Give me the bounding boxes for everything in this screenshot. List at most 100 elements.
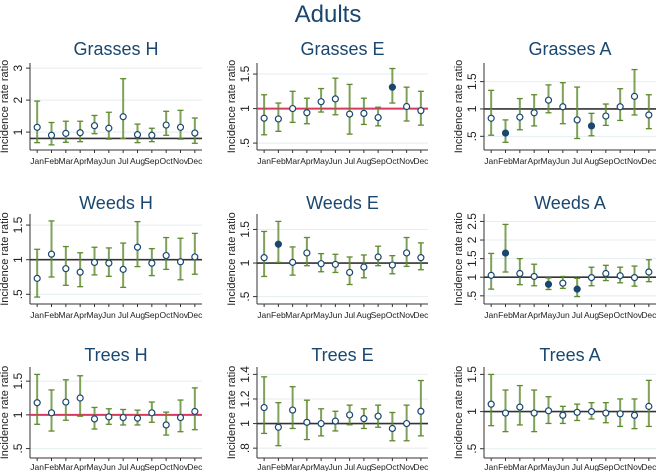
x-tick-label: May xyxy=(86,462,103,471)
x-tick-label: Jun xyxy=(556,156,570,166)
x-tick-label: Oct xyxy=(160,462,174,471)
x-tick-label: Aug xyxy=(130,156,145,166)
panel-weeds-a: Weeds A Incidence rate ratio .5 1 1.5 2 2.5 Jan… xyxy=(453,193,656,320)
y-axis-label: Incidence rate ratio xyxy=(0,366,11,460)
estimate-point xyxy=(516,269,524,278)
x-tick-label: Oct xyxy=(160,310,174,320)
x-tick-label: May xyxy=(86,156,103,166)
y-axis-label: Incidence rate ratio xyxy=(453,212,465,306)
y-tick-label: 1 xyxy=(11,128,25,135)
x-tick-label: Jan xyxy=(257,310,271,320)
estimate-point xyxy=(317,419,325,428)
x-tick-label: Nov xyxy=(173,156,189,166)
estimate-point xyxy=(33,399,41,407)
x-tick-label: Jun xyxy=(556,462,570,471)
estimate-point xyxy=(148,259,156,267)
y-tick-label: 2.5 xyxy=(465,213,479,230)
y-tick-label: 3 xyxy=(11,64,25,71)
x-tick-label: Sep xyxy=(598,156,613,166)
estimate-point xyxy=(76,394,84,402)
estimate-point xyxy=(602,409,610,417)
y-axis-label: Incidence rate ratio xyxy=(226,60,238,154)
estimate-point xyxy=(530,109,538,117)
estimate-point-significant xyxy=(544,280,553,288)
panel-title: Grasses H xyxy=(73,39,158,59)
x-tick-label: Dec xyxy=(413,462,429,471)
y-tick-label: .5 xyxy=(238,138,252,148)
estimate-point xyxy=(76,268,84,276)
estimate-point xyxy=(374,412,382,420)
x-tick-label: Dec xyxy=(413,310,429,320)
estimate-point xyxy=(374,113,382,122)
panel-trees-e: Trees E Incidence rate ratio .8 1 1.2 1.4 Jan F… xyxy=(226,345,429,471)
estimate-point xyxy=(645,402,653,410)
estimate-point xyxy=(360,109,368,118)
x-tick-label: Oct xyxy=(386,462,400,471)
estimate-point xyxy=(388,261,396,269)
x-tick-label: Jun xyxy=(556,310,570,320)
estimate-point xyxy=(119,413,127,422)
x-tick-label: May xyxy=(540,156,557,166)
estimate-point xyxy=(289,406,297,414)
y-tick-label: 1.5 xyxy=(11,216,25,233)
x-tick-label: Aug xyxy=(356,462,371,471)
estimate-point xyxy=(602,112,610,120)
x-tick-label: Feb xyxy=(271,462,286,471)
estimate-point xyxy=(62,129,70,137)
x-tick-label: Aug xyxy=(130,310,145,320)
x-tick-label: Sep xyxy=(144,156,159,166)
y-tick-label: .5 xyxy=(465,443,479,453)
x-tick-label: Jan xyxy=(30,156,44,166)
x-tick-label: Sep xyxy=(371,462,386,471)
estimate-point xyxy=(587,273,596,282)
y-tick-label: 1.5 xyxy=(465,73,479,90)
x-tick-label: Nov xyxy=(627,310,643,320)
x-tick-label: Jun xyxy=(329,462,343,471)
x-tick-label: Feb xyxy=(498,310,513,320)
x-tick-label: Sep xyxy=(371,310,386,320)
x-tick-label: Oct xyxy=(386,156,400,166)
estimate-point xyxy=(148,131,156,139)
estimate-point xyxy=(260,114,268,122)
y-axis-label: Incidence rate ratio xyxy=(226,366,238,460)
estimate-point xyxy=(331,260,339,268)
x-tick-label: Mar xyxy=(285,310,300,320)
x-tick-label: Dec xyxy=(187,462,203,471)
x-tick-label: Jul xyxy=(572,310,583,320)
estimate-point xyxy=(573,116,581,124)
estimate-point xyxy=(317,260,325,268)
x-tick-label: Apr xyxy=(74,462,87,471)
estimate-point xyxy=(33,274,41,282)
estimate-point xyxy=(289,258,297,266)
x-tick-label: Sep xyxy=(144,462,159,471)
y-tick-label: .8 xyxy=(238,443,252,453)
y-tick-label: .5 xyxy=(465,131,479,141)
y-tick-label: 1 xyxy=(238,420,252,427)
estimate-point xyxy=(191,407,199,416)
x-tick-label: Nov xyxy=(627,156,643,166)
y-tick-label: 1 xyxy=(465,408,479,415)
estimate-point xyxy=(162,421,170,429)
estimate-point xyxy=(645,111,653,119)
estimate-point xyxy=(76,129,84,137)
x-tick-label: Nov xyxy=(627,462,643,471)
y-tick-label: 1 xyxy=(465,105,479,112)
x-tick-label: May xyxy=(313,156,330,166)
estimate-point xyxy=(587,407,596,416)
estimate-point xyxy=(303,249,311,257)
x-tick-label: Mar xyxy=(59,156,74,166)
estimate-point xyxy=(133,243,142,251)
x-tick-label: Sep xyxy=(598,310,613,320)
estimate-point xyxy=(645,268,653,276)
estimate-point xyxy=(331,417,339,425)
x-tick-label: Feb xyxy=(271,156,286,166)
estimate-point xyxy=(47,409,56,417)
estimate-point xyxy=(176,123,185,131)
panel-title: Trees H xyxy=(84,345,147,365)
estimate-point xyxy=(487,114,495,122)
x-tick-label: Jun xyxy=(102,310,116,320)
y-tick-label: .5 xyxy=(238,291,252,301)
estimate-point xyxy=(191,129,199,137)
x-tick-label: Dec xyxy=(187,310,203,320)
